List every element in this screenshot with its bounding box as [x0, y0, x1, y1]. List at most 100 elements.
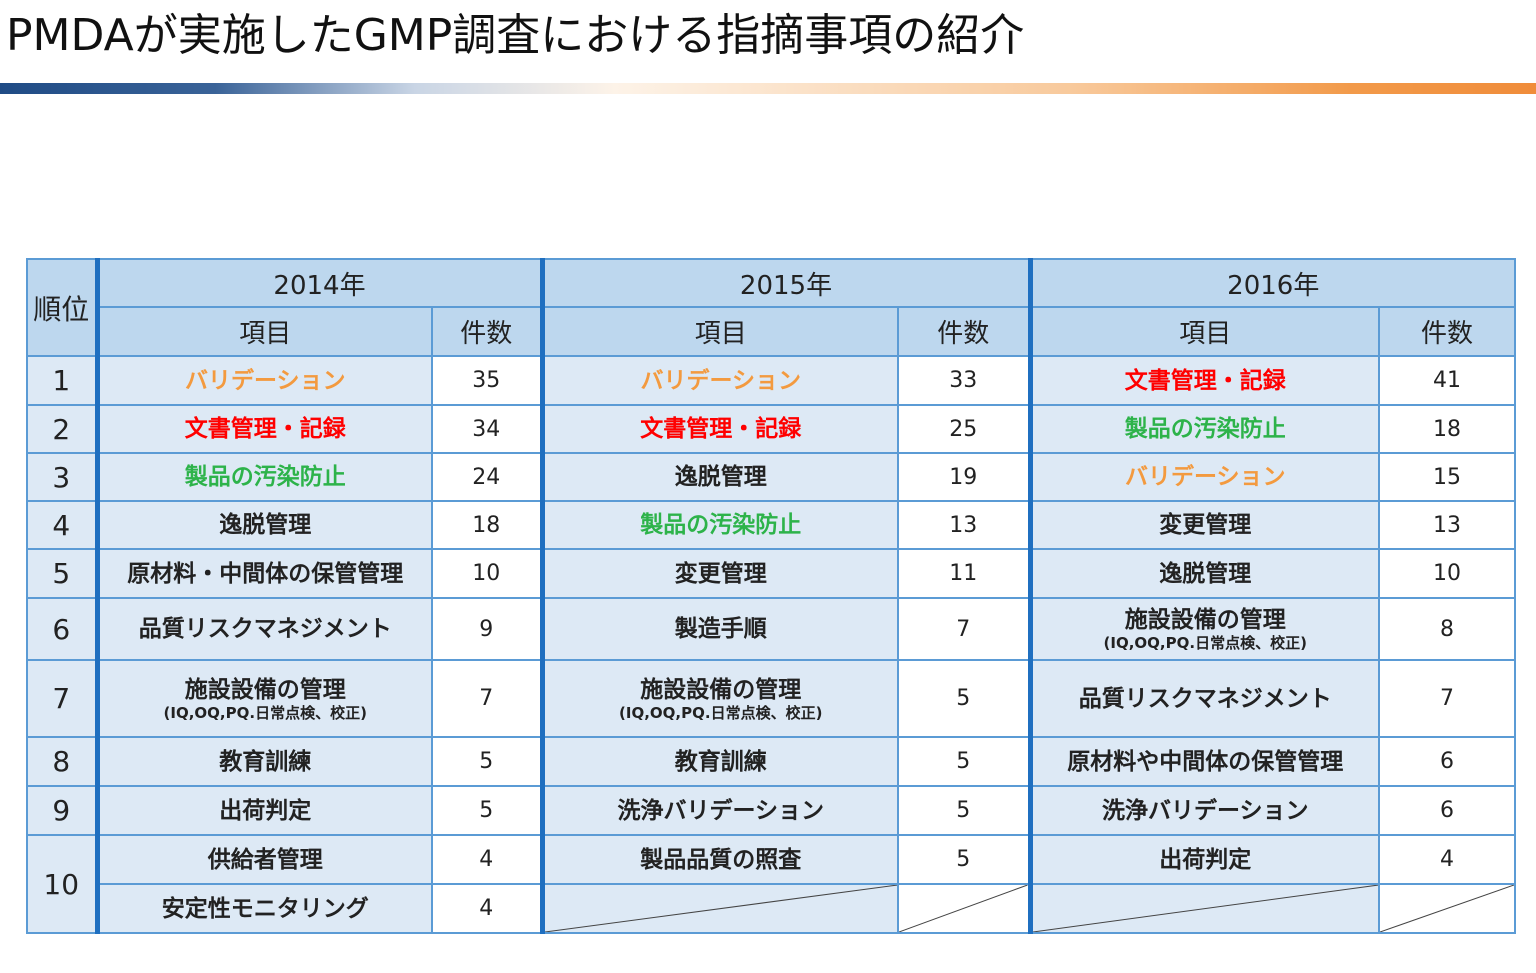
finding-item: 文書管理・記録 [1029, 355, 1380, 406]
rank-cell: 6 [26, 597, 100, 661]
rank-cell: 9 [26, 785, 100, 836]
finding-item-label: 洗浄バリデーション [617, 797, 825, 824]
rank-cell: 7 [26, 659, 100, 738]
finding-item: 文書管理・記録 [96, 404, 433, 454]
finding-item: 供給者管理 [96, 834, 433, 885]
year-header: 2014年 [96, 258, 545, 308]
finding-count: 5 [431, 785, 545, 836]
finding-item-label: 品質リスクマネジメント [138, 616, 392, 642]
finding-item: 教育訓練 [541, 736, 899, 787]
rank-cell: 5 [26, 548, 100, 599]
finding-item-label: 教育訓練 [674, 748, 767, 775]
finding-item: 逸脱管理 [541, 452, 899, 502]
table-row: 5 原材料・中間体の保管管理 10 変更管理 11 逸脱管理 10 [26, 548, 1516, 599]
finding-count: 5 [897, 785, 1033, 836]
finding-count: 8 [1378, 597, 1516, 661]
count-column-header: 件数 [1378, 306, 1516, 357]
finding-item: 洗浄バリデーション [1029, 785, 1380, 836]
table-row: 10 供給者管理 4 製品品質の照査 5 出荷判定 4 [26, 834, 1516, 934]
table-row: 6 品質リスクマネジメント 9 製造手順 7 施設設備の管理 (IQ,OQ,PQ.日常点検、… [26, 597, 1516, 661]
title-gradient-bar [0, 83, 1536, 94]
finding-count: 13 [897, 500, 1033, 550]
finding-count: 6 [1378, 785, 1516, 836]
table-row: 2 文書管理・記録 34 文書管理・記録 25 製品の汚染防止 18 [26, 404, 1516, 454]
year-header: 2016年 [1029, 258, 1516, 308]
table-row: 9 出荷判定 5 洗浄バリデーション 5 洗浄バリデーション 6 [26, 785, 1516, 836]
finding-item-label: 施設設備の管理 [184, 676, 346, 703]
finding-item: 製品品質の照査 [541, 834, 899, 885]
finding-item: 安定性モニタリング [96, 883, 433, 934]
finding-item: 逸脱管理 [96, 500, 433, 550]
finding-item-note: (IQ,OQ,PQ.日常点検、校正) [163, 703, 367, 722]
finding-item: バリデーション [541, 355, 899, 406]
finding-item-label: 逸脱管理 [219, 512, 312, 538]
finding-item: 施設設備の管理 (IQ,OQ,PQ.日常点検、校正) [1029, 597, 1380, 661]
finding-item-label: 出荷判定 [1159, 846, 1252, 873]
finding-item-label: 文書管理・記録 [640, 416, 802, 442]
finding-count: 10 [1378, 548, 1516, 599]
finding-item-label: 原材料・中間体の保管管理 [127, 560, 404, 587]
finding-item: 逸脱管理 [1029, 548, 1380, 599]
finding-item: 出荷判定 [96, 785, 433, 836]
finding-item: 施設設備の管理 (IQ,OQ,PQ.日常点検、校正) [96, 659, 433, 738]
finding-item: 原材料・中間体の保管管理 [96, 548, 433, 599]
finding-count: 13 [1378, 500, 1516, 550]
finding-count: 25 [897, 404, 1033, 454]
finding-item: 原材料や中間体の保管管理 [1029, 736, 1380, 787]
finding-item-label: 製品の汚染防止 [1124, 416, 1286, 442]
finding-item: 品質リスクマネジメント [96, 597, 433, 661]
finding-item: 洗浄バリデーション [541, 785, 899, 836]
finding-item-label: 逸脱管理 [674, 464, 767, 490]
finding-count: 9 [431, 597, 545, 661]
finding-item-label: 施設設備の管理 [1124, 607, 1286, 633]
finding-item-label: 原材料や中間体の保管管理 [1067, 748, 1344, 775]
rank-header: 順位 [26, 258, 100, 357]
finding-item-label: 変更管理 [1159, 512, 1252, 538]
finding-item-label: 洗浄バリデーション [1101, 797, 1309, 824]
rank-cell: 8 [26, 736, 100, 787]
finding-item-label: 製品の汚染防止 [640, 512, 802, 538]
finding-item-label: 品質リスクマネジメント [1078, 685, 1332, 712]
table-row: 7 施設設備の管理 (IQ,OQ,PQ.日常点検、校正) 7 施設設備の管理 (IQ,OQ… [26, 659, 1516, 738]
finding-item-note: (IQ,OQ,PQ.日常点検、校正) [1103, 634, 1307, 652]
finding-count: 18 [431, 500, 545, 550]
count-column-header: 件数 [897, 306, 1033, 357]
finding-item: 製品の汚染防止 [1029, 404, 1380, 454]
finding-count: 4 [1378, 834, 1516, 885]
rank-cell: 4 [26, 500, 100, 550]
finding-item-label: 安定性モニタリング [161, 895, 369, 922]
empty-item-cell [541, 883, 899, 934]
empty-count-cell [1378, 883, 1516, 934]
rank-cell: 10 [26, 834, 100, 934]
finding-item: 教育訓練 [96, 736, 433, 787]
table-row: 1 バリデーション 35 バリデーション 33 文書管理・記録 41 [26, 355, 1516, 406]
finding-item-label: 製品の汚染防止 [184, 464, 346, 490]
finding-item: 出荷判定 [1029, 834, 1380, 885]
finding-item-note: (IQ,OQ,PQ.日常点検、校正) [619, 703, 823, 722]
finding-count: 5 [897, 834, 1033, 885]
finding-count: 19 [897, 452, 1033, 502]
page-title: PMDAが実施したGMP調査における指摘事項の紹介 [6, 10, 1025, 61]
finding-item: バリデーション [96, 355, 433, 406]
finding-item: 施設設備の管理 (IQ,OQ,PQ.日常点検、校正) [541, 659, 899, 738]
finding-count: 11 [897, 548, 1033, 599]
finding-item-label: バリデーション [184, 367, 346, 394]
finding-count: 5 [897, 659, 1033, 738]
rank-cell: 1 [26, 355, 100, 406]
finding-item-label: 逸脱管理 [1159, 560, 1252, 587]
diagonal-slash [899, 885, 1028, 932]
finding-item: バリデーション [1029, 452, 1380, 502]
finding-item: 製品の汚染防止 [96, 452, 433, 502]
finding-count: 7 [897, 597, 1033, 661]
finding-item-label: 製造手順 [674, 616, 767, 642]
diagonal-slash [1380, 885, 1514, 932]
count-column-header: 件数 [431, 306, 545, 357]
finding-item-label: 供給者管理 [207, 846, 323, 873]
table-row: 安定性モニタリング 4 [27, 883, 1516, 934]
rank-cell: 2 [26, 404, 100, 454]
finding-item: 文書管理・記録 [541, 404, 899, 454]
finding-item-label: 製品品質の照査 [640, 846, 802, 873]
finding-count: 18 [1378, 404, 1516, 454]
finding-item-label: 出荷判定 [219, 797, 312, 824]
finding-count: 7 [431, 659, 545, 738]
